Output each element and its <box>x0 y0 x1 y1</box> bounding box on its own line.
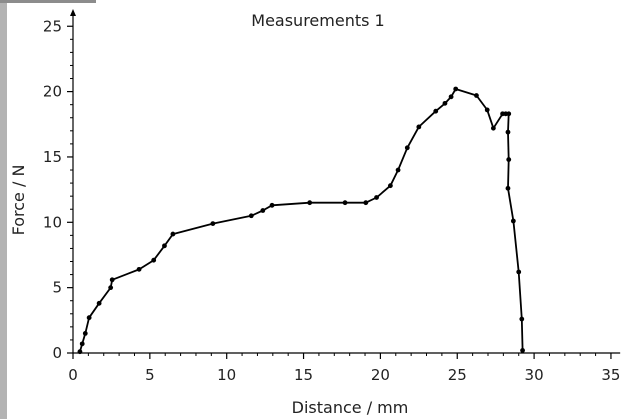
data-point <box>151 257 157 263</box>
y-tick-label: 10 <box>43 213 62 231</box>
x-tick-label: 5 <box>145 366 155 384</box>
x-tick-label: 0 <box>68 366 78 384</box>
y-axis-arrow <box>70 9 76 16</box>
y-tick-label: 0 <box>52 344 62 362</box>
x-tick-label: 25 <box>448 366 467 384</box>
data-point <box>442 100 448 106</box>
data-point <box>395 167 401 173</box>
data-point <box>374 195 379 200</box>
data-point <box>136 266 142 272</box>
data-point <box>109 277 115 283</box>
data-point <box>474 93 479 98</box>
data-point <box>490 125 496 131</box>
series-line <box>79 88 524 352</box>
data-point <box>170 231 176 237</box>
data-point <box>448 94 454 100</box>
data-point <box>79 341 85 347</box>
data-point <box>248 213 254 219</box>
x-tick-label: 15 <box>294 366 313 384</box>
data-point <box>510 218 516 224</box>
data-point <box>260 208 266 213</box>
x-tick-label: 30 <box>525 366 544 384</box>
chart-title: Measurements 1 <box>251 11 384 30</box>
y-tick-label: 15 <box>43 148 62 166</box>
top-tab-strip <box>0 0 96 3</box>
data-point <box>162 243 167 249</box>
data-point <box>269 202 275 208</box>
data-point <box>519 316 525 322</box>
data-point <box>387 183 393 189</box>
data-point <box>520 347 525 353</box>
data-point <box>86 315 92 321</box>
x-tick-label: 35 <box>601 366 620 384</box>
left-panel-strip <box>0 0 7 419</box>
data-point <box>484 107 490 113</box>
data-point <box>108 285 114 291</box>
data-point <box>505 129 511 135</box>
ticks: 0 5 10 15 20 25 30 35 0 5 10 15 20 25 <box>43 17 621 384</box>
y-tick-label: 20 <box>43 83 62 101</box>
data-point <box>505 185 511 191</box>
data-point <box>210 221 216 227</box>
y-axis-title: Force / N <box>9 165 28 236</box>
data-point <box>342 200 348 206</box>
y-tick-label: 25 <box>43 17 62 35</box>
x-tick-label: 20 <box>371 366 390 384</box>
data-point <box>363 200 369 206</box>
data-point <box>506 111 512 117</box>
data-point <box>77 349 83 355</box>
axes <box>70 9 621 354</box>
x-tick-label: 10 <box>217 366 236 384</box>
series-layer <box>77 86 525 355</box>
data-point <box>516 269 522 275</box>
data-point <box>506 157 512 162</box>
y-tick-label: 5 <box>52 279 62 297</box>
x-axis-title: Distance / mm <box>292 398 409 417</box>
data-point <box>96 300 102 306</box>
data-point <box>404 145 410 151</box>
data-point <box>453 86 459 92</box>
data-point <box>416 124 422 130</box>
data-point <box>82 330 88 336</box>
data-point <box>307 200 313 206</box>
data-point <box>433 108 439 114</box>
